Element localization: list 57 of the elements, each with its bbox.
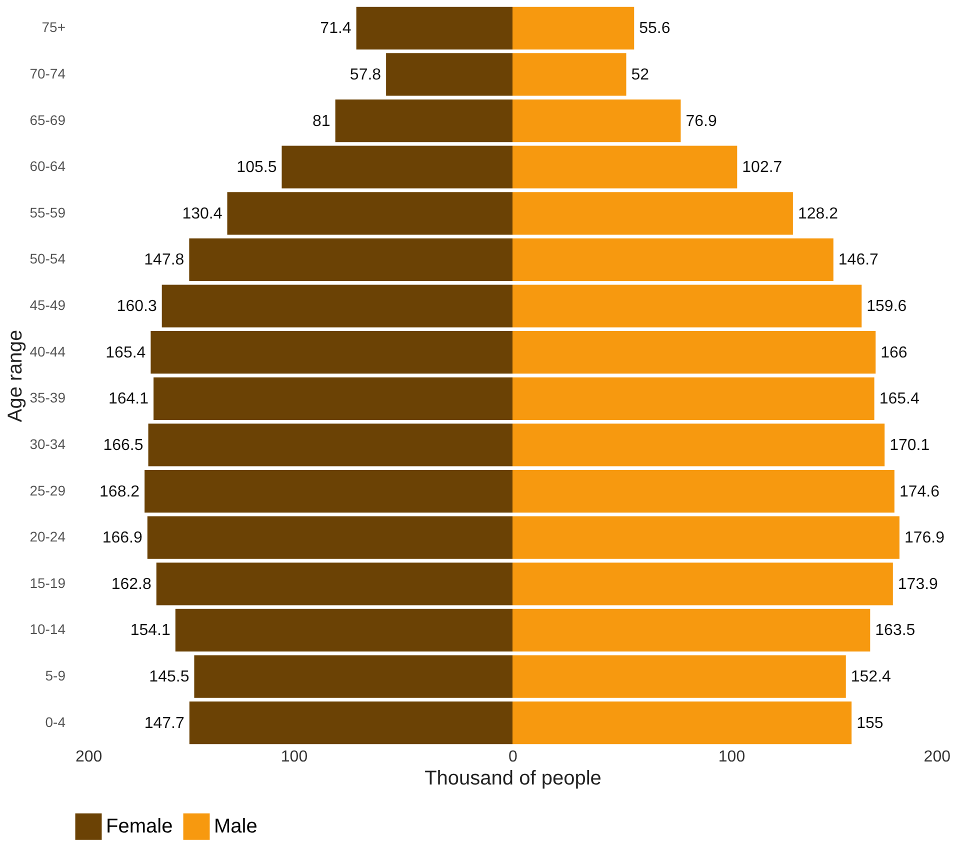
- y-axis-title: Age range: [4, 330, 27, 422]
- data-label: 170.1: [890, 436, 930, 454]
- y-tick-label: 30-34: [30, 436, 66, 452]
- data-label: 57.8: [350, 66, 382, 84]
- data-label: 152.4: [850, 668, 892, 686]
- y-tick-label: 50-54: [30, 250, 66, 267]
- data-label: 105.5: [236, 159, 277, 176]
- y-tick-label: 25-29: [30, 482, 66, 498]
- x-tick-label: 0: [508, 748, 518, 766]
- legend-label: Female: [106, 816, 173, 838]
- data-label: 166.5: [103, 436, 144, 454]
- y-tick-label: 20-24: [30, 528, 66, 545]
- y-tick-label: 60-64: [30, 158, 66, 174]
- data-label: 55.6: [639, 20, 670, 38]
- y-tick-label: 45-49: [30, 297, 66, 314]
- y-tick-label: 65-69: [30, 112, 66, 128]
- data-label: 164.1: [108, 390, 149, 408]
- y-tick-label: 10-14: [30, 621, 66, 638]
- data-label: 165.4: [106, 344, 146, 362]
- x-tick-label: 200: [76, 748, 102, 766]
- y-tick-label: 55-59: [30, 204, 66, 220]
- data-label: 81: [312, 112, 330, 130]
- y-tick-label: 75+: [42, 19, 66, 36]
- data-label: 176.9: [904, 530, 945, 547]
- data-label: 165.4: [879, 390, 920, 408]
- data-label: 146.7: [838, 252, 879, 269]
- data-label: 174.6: [899, 483, 940, 500]
- data-label: 160.3: [116, 298, 157, 316]
- data-label: 154.1: [130, 622, 170, 640]
- y-tick-label: 15-19: [30, 574, 66, 591]
- x-tick-label: 200: [924, 748, 951, 766]
- data-label: 166: [880, 344, 908, 362]
- data-label: 163.5: [875, 622, 916, 640]
- data-label: 52: [631, 66, 650, 84]
- y-tick-label: 40-44: [30, 343, 66, 360]
- y-tick-label: 0-4: [45, 714, 66, 730]
- data-label: 173.9: [898, 576, 938, 593]
- x-tick-label: 100: [280, 748, 308, 766]
- data-label: 159.6: [866, 298, 907, 316]
- data-label: 102.7: [742, 159, 782, 176]
- y-tick-label: 70-74: [30, 65, 66, 82]
- data-label: 166.9: [102, 530, 142, 547]
- data-label: 162.8: [111, 576, 152, 593]
- legend-label: Male: [214, 816, 258, 838]
- data-label: 128.2: [798, 205, 838, 222]
- data-label: 155: [856, 714, 884, 732]
- data-label: 147.8: [144, 252, 184, 269]
- data-label: 147.7: [144, 714, 184, 732]
- y-tick-label: 35-39: [30, 390, 66, 406]
- data-label: 71.4: [320, 20, 352, 38]
- data-label: 76.9: [686, 112, 717, 130]
- x-tick-label: 100: [718, 748, 746, 766]
- y-tick-label: 5-9: [45, 668, 66, 684]
- data-label: 168.2: [100, 483, 140, 500]
- data-label: 145.5: [149, 668, 190, 686]
- x-axis-title: Thousand of people: [424, 768, 602, 790]
- data-label: 130.4: [182, 205, 222, 222]
